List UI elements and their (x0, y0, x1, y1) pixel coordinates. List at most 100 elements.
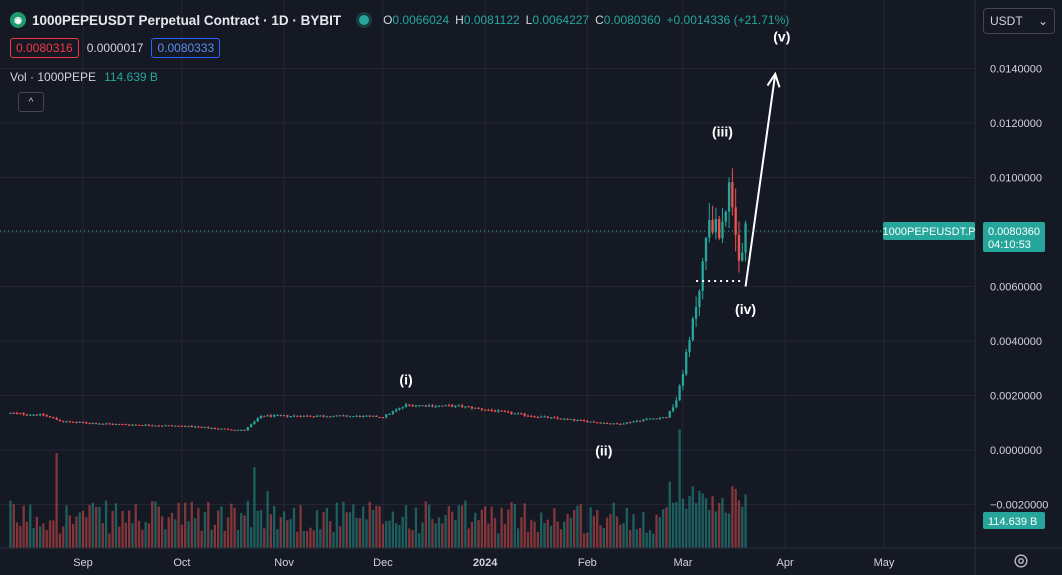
candle-body (480, 408, 484, 410)
candle-body (437, 405, 441, 407)
volume-bar (335, 502, 338, 548)
candle-body (576, 419, 579, 421)
candle-body (246, 427, 249, 431)
candle-body (358, 415, 362, 417)
candle-body (602, 422, 605, 424)
volume-bar (338, 526, 342, 548)
volume-bar (200, 530, 203, 548)
candle-body (319, 415, 322, 417)
candle-body (536, 416, 540, 418)
candle-body (731, 182, 734, 208)
candle-body (12, 412, 15, 414)
candle-body (276, 415, 279, 417)
x-tick-label: Oct (173, 557, 190, 569)
volume-bar (543, 523, 546, 548)
candle-body (619, 424, 622, 426)
volume-bar (694, 503, 698, 548)
volume-bar (197, 507, 200, 548)
currency-select[interactable]: USDT ⌄ (983, 8, 1055, 34)
volume-bar (652, 533, 655, 548)
volume-bar (622, 523, 625, 548)
volume-bar (477, 520, 480, 548)
volume-bar (592, 516, 596, 548)
volume-bar (648, 530, 652, 548)
candle-body (629, 422, 632, 424)
collapse-legend-button[interactable]: ^ (18, 92, 44, 112)
candle-body (302, 415, 306, 417)
candle-body (197, 426, 200, 428)
volume-bar (408, 528, 411, 548)
volume-bar (701, 493, 704, 548)
volume-bar (88, 505, 91, 548)
volume-bar (457, 505, 460, 548)
candle-body (127, 424, 131, 426)
volume-bar (134, 504, 137, 548)
candle-body (55, 418, 58, 420)
buy-price-button[interactable]: 0.0080333 (151, 38, 221, 58)
volume-bar (480, 509, 484, 548)
wave-label: (i) (399, 372, 412, 388)
volume-bar (431, 519, 434, 548)
volume-bar (665, 507, 668, 548)
low-value: 0.0064227 (532, 13, 590, 27)
candle-body (368, 415, 371, 417)
volume-bar (441, 523, 444, 548)
volume-bar (286, 520, 289, 548)
candle-body (263, 415, 266, 417)
volume-bar (352, 504, 355, 548)
candle-body (32, 414, 35, 416)
volume-bar (724, 512, 727, 548)
volume-bar (671, 502, 675, 548)
candle-body (464, 406, 467, 408)
candle-body (118, 423, 121, 425)
wave-label: (iii) (712, 124, 733, 140)
candle-body (35, 414, 39, 416)
volume-bar (507, 509, 510, 548)
symbol-logo-icon: ◉ (10, 12, 26, 28)
candle-body (394, 409, 398, 412)
volume-bar (164, 529, 167, 548)
candle-body (500, 410, 503, 412)
candle-body (401, 406, 404, 408)
candle-body (540, 416, 543, 418)
candle-body (154, 425, 157, 427)
candle-body (282, 415, 286, 417)
volume-bar (642, 512, 645, 548)
volume-bar (48, 520, 52, 548)
candle-body (507, 411, 510, 413)
volume-bar (259, 509, 263, 548)
candle-body (645, 418, 648, 420)
candle-body (744, 223, 747, 253)
candle-body (104, 423, 108, 425)
candle-body (240, 429, 243, 431)
candle-body (671, 407, 675, 412)
candle-body (174, 425, 177, 427)
volume-bar (385, 521, 388, 548)
volume-bar (240, 513, 243, 548)
volume-bar (312, 530, 315, 548)
volume-bar (184, 502, 187, 548)
candle-body (335, 415, 338, 417)
candle-body (431, 405, 434, 407)
volume-bar (292, 507, 296, 548)
candle-body (503, 410, 507, 412)
candle-body (58, 419, 62, 421)
volume-bar (114, 503, 118, 548)
volume-bar (223, 530, 226, 548)
volume-bar (177, 502, 180, 548)
volume-bar (497, 533, 500, 548)
candle-body (530, 415, 533, 417)
candle-body (688, 340, 691, 352)
candle-body (200, 426, 203, 428)
volume-bar (25, 521, 29, 548)
candle-body (635, 420, 638, 422)
candle-body (648, 418, 652, 420)
sell-price-button[interactable]: 0.0080316 (10, 38, 79, 58)
candle-body (625, 422, 629, 424)
volume-bar (233, 507, 236, 548)
candle-body (88, 423, 91, 425)
gear-icon[interactable] (1012, 552, 1030, 570)
legend-title-row: ◉ 1000PEPEUSDT Perpetual Contract · 1D ·… (10, 12, 795, 28)
